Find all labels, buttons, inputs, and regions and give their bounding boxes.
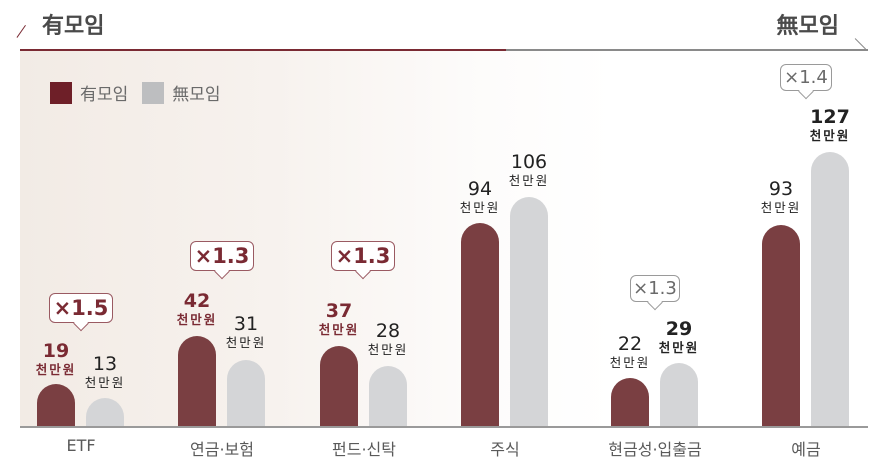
header-bracket-left: [16, 24, 27, 38]
bar-fund-none: [369, 366, 407, 426]
category-label-fund: 펀드·신탁: [332, 440, 396, 459]
bar-pension-has: [178, 336, 216, 426]
ratio-badge-etf: ×1.5: [49, 293, 113, 323]
value-cash-has: 22 천만원: [609, 333, 651, 370]
value-fund-has: 37 천만원: [318, 300, 360, 337]
legend-swatch-none: [142, 81, 165, 104]
bar-etf-none: [86, 398, 124, 426]
bar-deposit-has: [762, 225, 800, 426]
category-label-etf: ETF: [66, 436, 96, 455]
ratio-badge-pension: ×1.3: [190, 241, 254, 271]
header-rule-left: [20, 49, 506, 51]
bar-etf-has: [37, 384, 75, 426]
category-label-deposit: 예금: [791, 440, 821, 459]
value-fund-none: 28 천만원: [367, 320, 409, 357]
x-axis-baseline: [20, 426, 868, 428]
legend-label-none: 無모임: [172, 85, 221, 105]
header-has-group: 有모임: [42, 14, 105, 39]
value-deposit-none: 127 천만원: [809, 106, 851, 143]
value-stock-has: 94 천만원: [459, 178, 501, 215]
bar-pension-none: [227, 360, 265, 426]
category-label-stock: 주식: [490, 440, 520, 459]
bar-deposit-none: [811, 152, 849, 426]
legend: 有모임 無모임: [50, 80, 235, 105]
value-etf-none: 13 천만원: [84, 353, 126, 390]
category-label-cash: 현금성·입출금: [608, 440, 702, 459]
bar-cash-has: [611, 378, 649, 426]
category-label-pension: 연금·보험: [190, 440, 254, 459]
header-bracket-right: [854, 38, 867, 50]
ratio-badge-cash: ×1.3: [630, 275, 680, 302]
value-etf-has: 19 천만원: [35, 340, 77, 377]
bar-cash-none: [660, 363, 698, 426]
value-pension-has: 42 천만원: [176, 290, 218, 327]
bar-fund-has: [320, 346, 358, 426]
bar-stock-none: [510, 197, 548, 426]
header-no-group: 無모임: [776, 14, 839, 39]
ratio-badge-deposit: ×1.4: [780, 64, 832, 91]
value-stock-none: 106 천만원: [508, 151, 550, 188]
value-pension-none: 31 천만원: [225, 313, 267, 350]
bar-stock-has: [461, 223, 499, 426]
value-deposit-has: 93 천만원: [760, 178, 802, 215]
value-cash-none: 29 천만원: [658, 318, 700, 355]
ratio-badge-fund: ×1.3: [331, 241, 395, 271]
legend-label-has: 有모임: [80, 85, 129, 105]
legend-swatch-has: [50, 81, 72, 104]
header-rule-right: [506, 49, 868, 51]
chart-background: [20, 50, 868, 426]
